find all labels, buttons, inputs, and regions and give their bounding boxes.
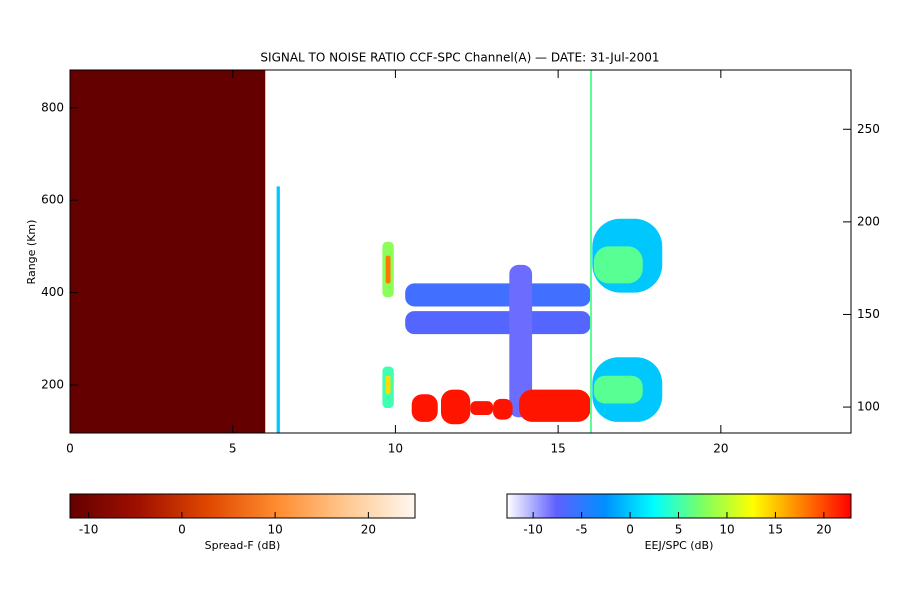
colorbar-tick-label: 10 [719, 523, 734, 537]
echo-patch [593, 246, 643, 284]
colorbar-tick-label: 0 [626, 523, 634, 537]
y2-tick-label: 200 [857, 214, 880, 228]
colorbar-tick-label: 10 [267, 523, 282, 537]
colorbar-tick-label: 20 [816, 523, 831, 537]
y-tick-label: 200 [41, 377, 64, 391]
plot-frame [69, 69, 852, 434]
y-axis-label: Range (Km) [25, 220, 38, 285]
colorbar-tick-label: -5 [576, 523, 588, 537]
x-tick-label: 0 [66, 442, 74, 456]
colorbar-tick-label: -10 [79, 523, 99, 537]
echo-patch [385, 255, 391, 284]
colorbar-tick-label: 20 [361, 523, 376, 537]
colorbar-label: Spread-F (dB) [205, 539, 281, 552]
echo-patch [405, 311, 591, 335]
x-tick-label: 5 [229, 442, 237, 456]
echo-patch [593, 375, 643, 404]
colorbar-tick-label: 15 [768, 523, 783, 537]
echo-patch [509, 264, 533, 418]
x-tick-label: 15 [550, 442, 565, 456]
echo-patch [405, 283, 591, 307]
colorbar-tick-label: 0 [178, 523, 186, 537]
y2-tick-label: 150 [857, 307, 880, 321]
plot-area [70, 70, 663, 433]
colorbar-tick-label: 5 [675, 523, 683, 537]
y-tick-label: 600 [41, 193, 64, 207]
echo-patch [519, 389, 591, 422]
echo-patch [590, 70, 592, 433]
echo-patch [385, 375, 391, 395]
y-tick-label: 400 [41, 285, 64, 299]
chart-title: SIGNAL TO NOISE RATIO CCF-SPC Channel(A)… [260, 51, 659, 65]
echo-patch [276, 186, 280, 433]
colorbar-tick-label: -10 [523, 523, 543, 537]
echo-patch [411, 394, 438, 422]
colorbar-label: EEJ/SPC (dB) [645, 539, 714, 552]
colorbar [69, 493, 416, 519]
y-tick-label: 800 [41, 100, 64, 114]
y2-tick-label: 100 [857, 400, 880, 414]
y2-tick-label: 250 [857, 122, 880, 136]
echo-patch [470, 401, 494, 415]
echo-patch [440, 389, 471, 425]
x-tick-label: 20 [713, 442, 728, 456]
echo-patch [493, 398, 513, 420]
echo-patch [70, 70, 266, 433]
x-tick-label: 10 [388, 442, 403, 456]
